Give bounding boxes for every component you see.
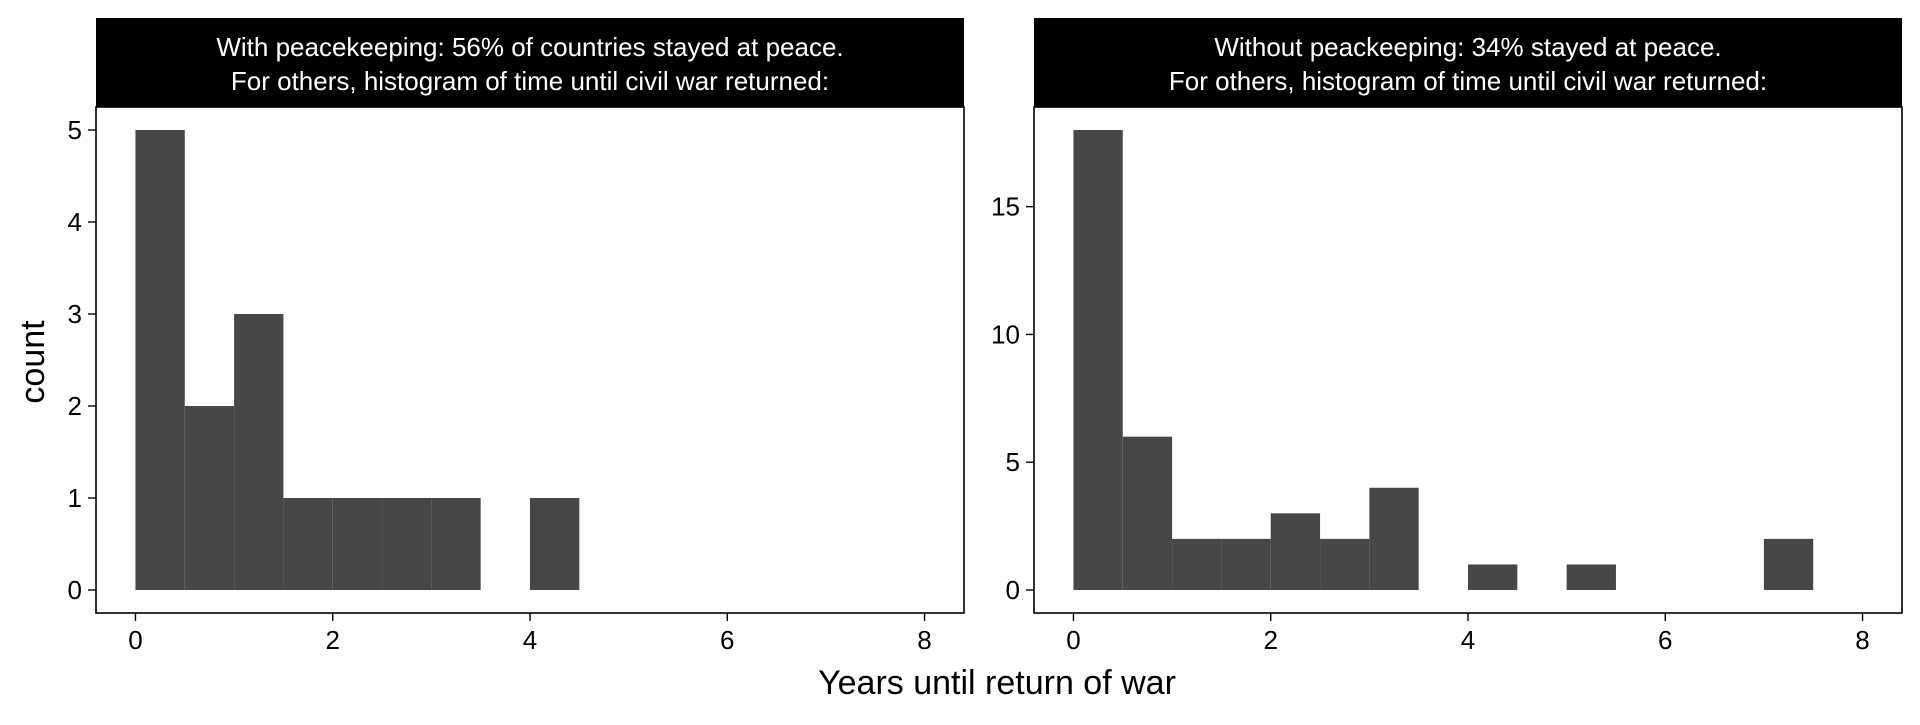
x-tick-label: 8: [1855, 625, 1869, 655]
y-tick-label: 0: [1006, 575, 1020, 605]
histogram-bar: [283, 498, 333, 590]
y-tick-label: 0: [68, 575, 82, 605]
facet-strip-line-1: With peacekeeping: 56% of countries stay…: [216, 32, 843, 62]
histogram-bar: [1763, 538, 1814, 590]
facet-strip-line-1: Without peackeeping: 34% stayed at peace…: [1214, 32, 1721, 62]
facet-strip: [96, 18, 964, 107]
y-tick-label: 4: [68, 207, 82, 237]
histogram-bar: [135, 130, 185, 590]
histogram-bar: [1468, 564, 1518, 590]
x-tick-label: 2: [325, 625, 339, 655]
histogram-bar: [184, 406, 235, 590]
x-tick-label: 0: [1066, 625, 1080, 655]
histogram-bar: [332, 498, 383, 590]
facet-strip-line-2: For others, histogram of time until civi…: [1169, 66, 1767, 96]
x-tick-label: 4: [1461, 625, 1475, 655]
facet-panel-1: With peacekeeping: 56% of countries stay…: [68, 18, 965, 655]
x-tick-label: 8: [917, 625, 931, 655]
x-axis-title: Years until return of war: [818, 664, 1176, 702]
histogram-bar: [1172, 538, 1222, 590]
histogram-bar: [1566, 564, 1616, 590]
y-tick-label: 2: [68, 391, 82, 421]
x-tick-label: 6: [720, 625, 734, 655]
y-tick-label: 3: [68, 299, 82, 329]
histogram-bar: [1221, 538, 1271, 590]
facet-panel-2: Without peackeeping: 34% stayed at peace…: [991, 18, 1903, 655]
y-tick-label: 5: [68, 115, 82, 145]
histogram-bar: [1270, 513, 1321, 590]
histogram-bar: [1073, 130, 1123, 590]
x-tick-label: 6: [1658, 625, 1672, 655]
facet-strip-line-2: For others, histogram of time until civi…: [231, 66, 829, 96]
y-tick-label: 15: [991, 192, 1020, 222]
histogram-bar: [530, 498, 580, 590]
histogram-bar: [1320, 538, 1370, 590]
histogram-bar: [431, 498, 481, 590]
x-tick-label: 0: [128, 625, 142, 655]
histogram-bar: [234, 314, 284, 590]
y-tick-label: 5: [1006, 447, 1020, 477]
plot-area: [1034, 107, 1902, 613]
histogram-bar: [1369, 487, 1419, 590]
y-tick-label: 1: [68, 483, 82, 513]
x-tick-label: 2: [1263, 625, 1277, 655]
facet-strip: [1034, 18, 1902, 107]
histogram-bar: [1122, 436, 1173, 590]
x-tick-label: 4: [523, 625, 537, 655]
histogram-bar: [382, 498, 432, 590]
y-tick-label: 10: [991, 319, 1020, 349]
y-axis-title: count: [14, 320, 52, 404]
